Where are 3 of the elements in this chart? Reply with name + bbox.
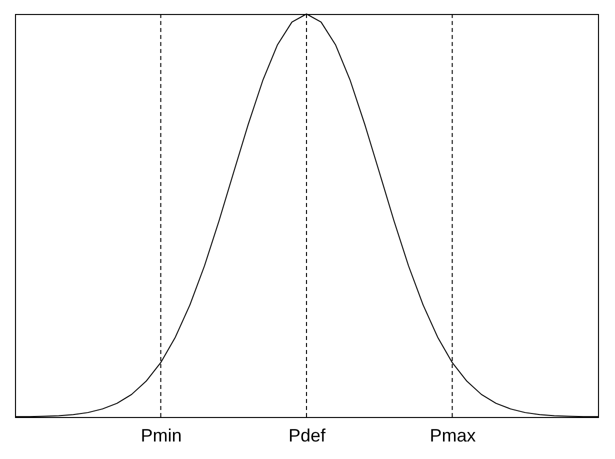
- x-tick-label: Pdef: [288, 426, 327, 446]
- x-tick-label: Pmax: [430, 426, 476, 446]
- x-tick-label: Pmin: [140, 426, 182, 446]
